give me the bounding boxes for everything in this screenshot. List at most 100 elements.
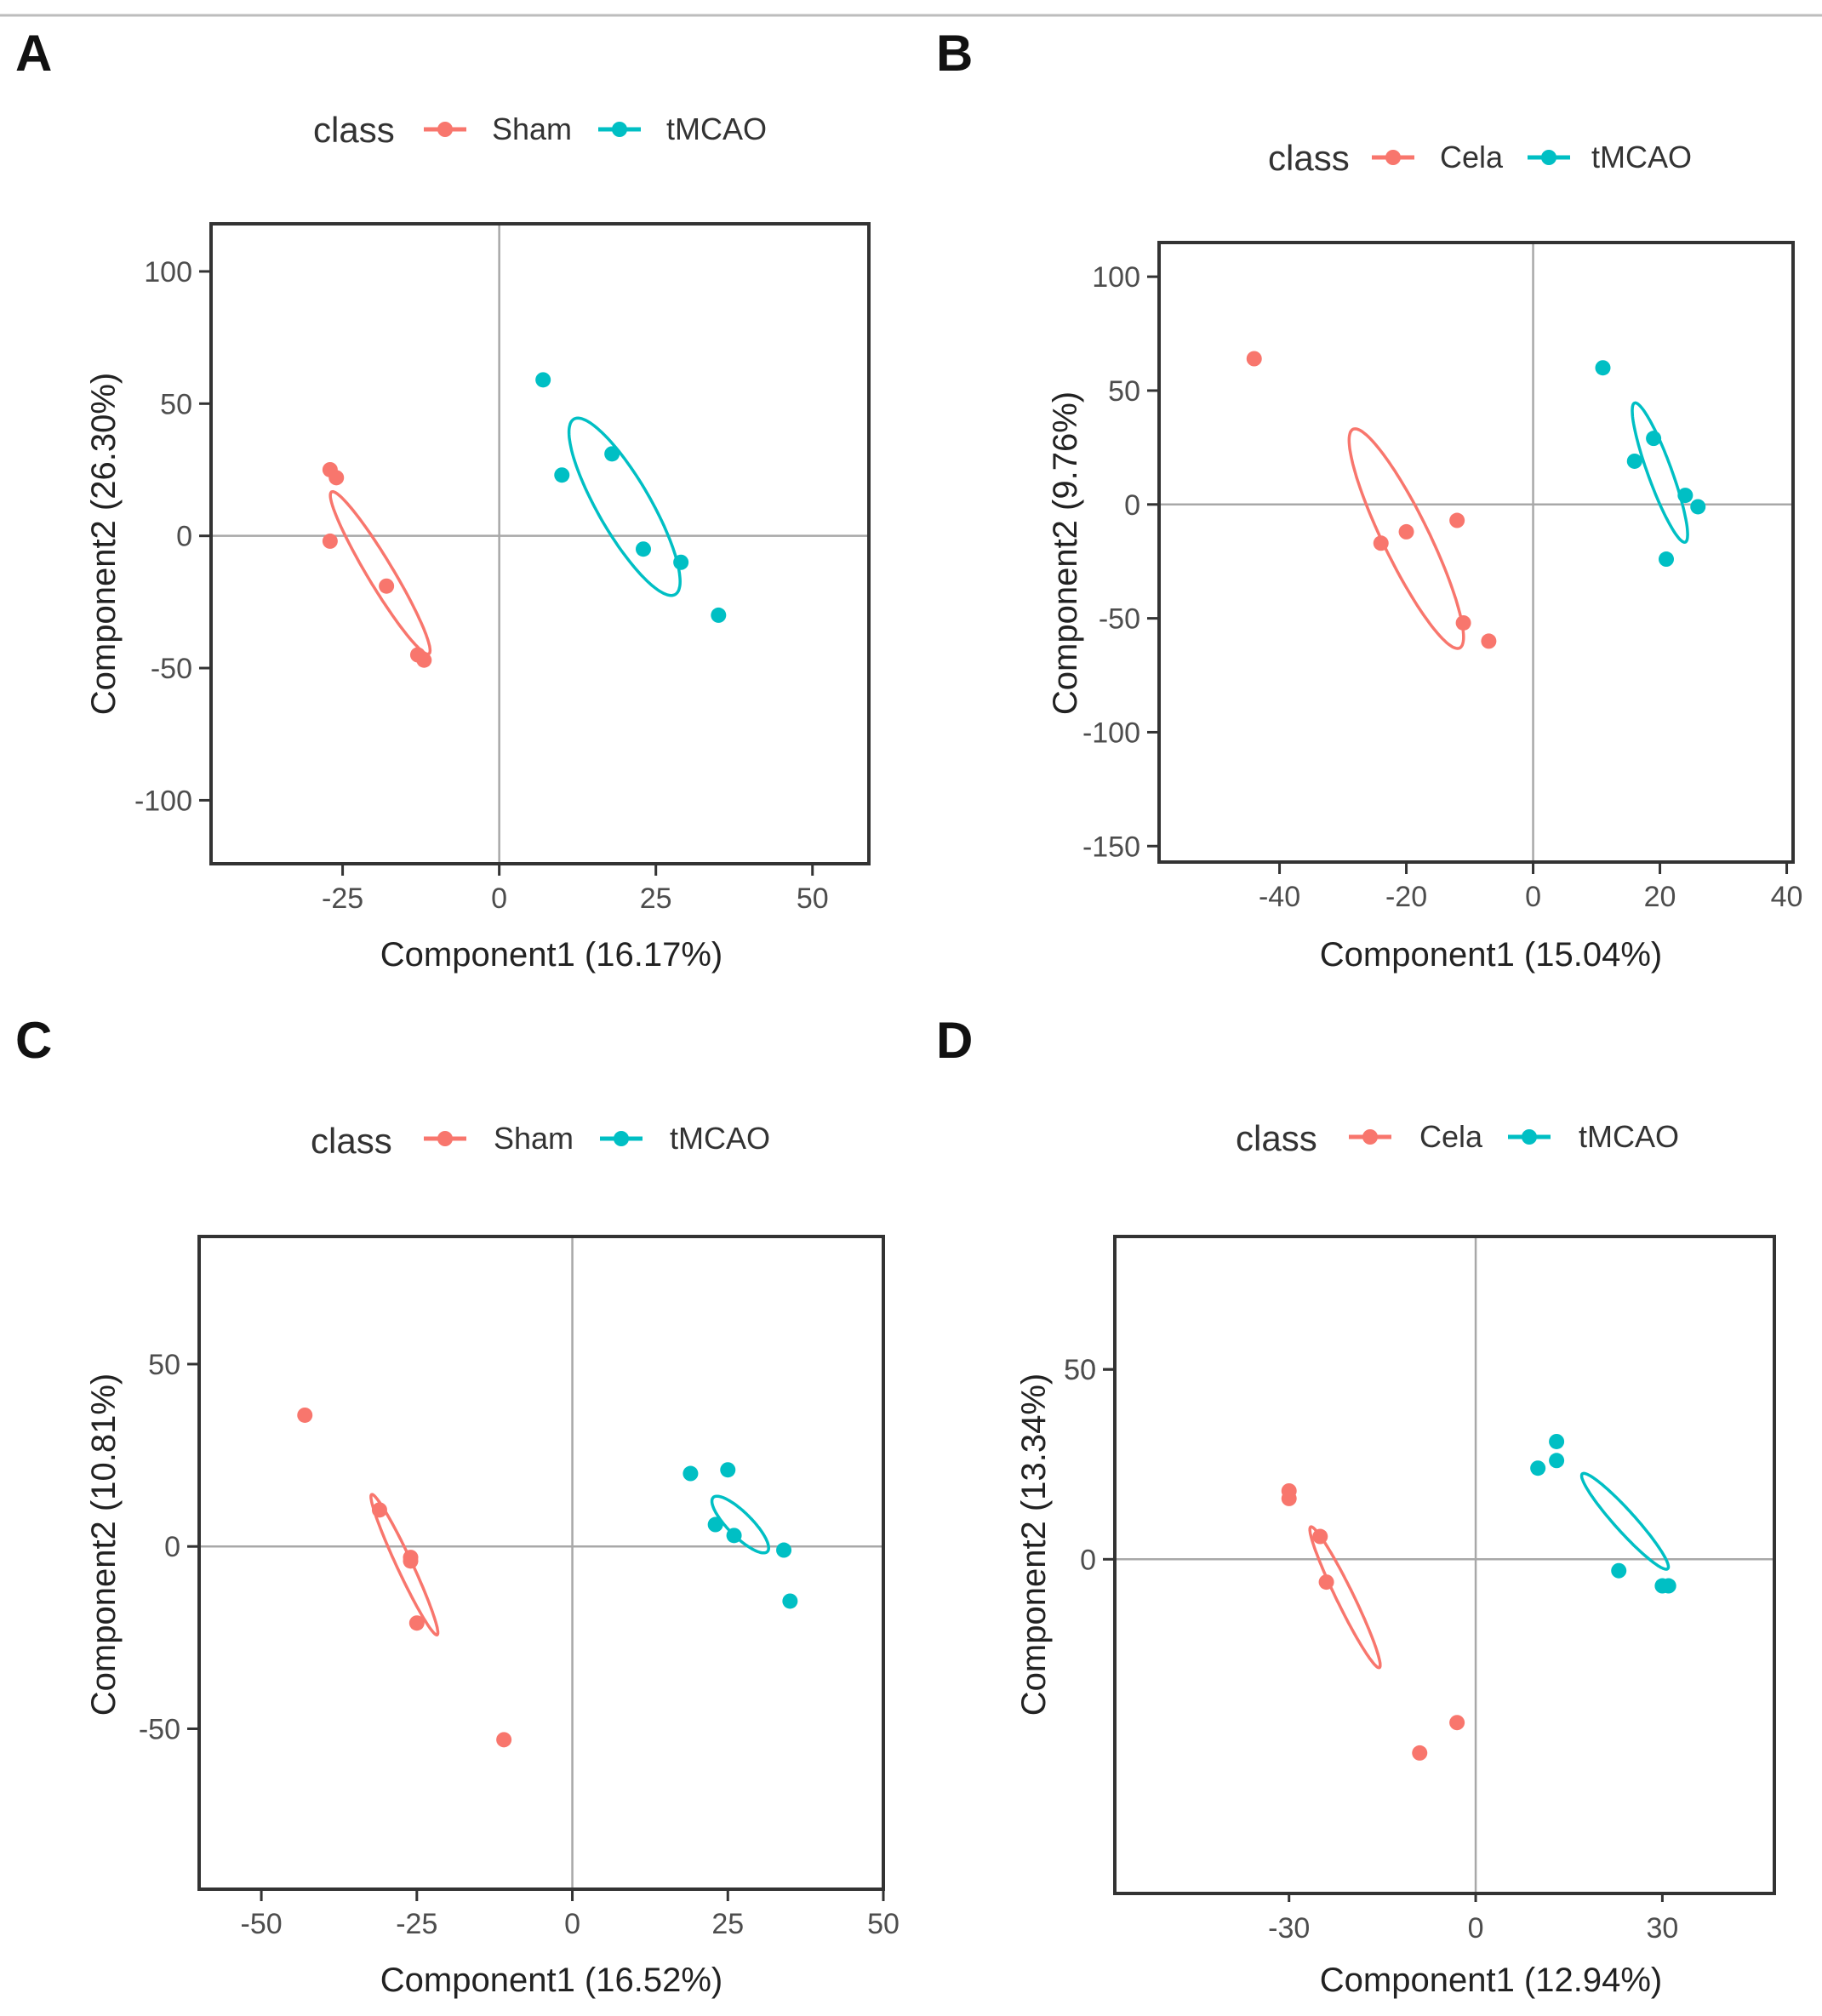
y-tick-label-b-2: 0 xyxy=(1124,489,1140,522)
point-tmcao-b-2 xyxy=(1646,431,1662,447)
y-tick-label-c-2: -50 xyxy=(139,1713,180,1745)
legend-label-c-0: Sham xyxy=(494,1121,574,1156)
y-tick-label-b-1: 50 xyxy=(1108,375,1140,408)
x-tick-label-b-0: -40 xyxy=(1259,881,1300,913)
point-tmcao-a-2 xyxy=(604,446,620,462)
plot-frame-c xyxy=(197,1235,885,1891)
legend-title-a: class xyxy=(313,110,395,150)
point-sham-a-2 xyxy=(322,533,338,549)
legend-key-dot-a-1 xyxy=(612,122,627,137)
legend-a: class Sham tMCAO xyxy=(313,110,767,150)
panel-letter-b: B xyxy=(936,25,973,82)
legend-key-dot-d-0 xyxy=(1362,1129,1378,1145)
panel-letter-a: A xyxy=(15,25,52,82)
point-cela-d-5 xyxy=(1449,1715,1465,1731)
ellipse-tmcao-c xyxy=(710,1494,770,1555)
point-sham-c-5 xyxy=(496,1732,512,1748)
x-tick-label-b-2: 0 xyxy=(1525,881,1541,913)
x-tick-label-a-1: 0 xyxy=(491,882,507,915)
x-axis-label-b: Component1 (15.04%) xyxy=(1320,936,1662,974)
legend-label-b-0: Cela xyxy=(1440,140,1504,174)
point-sham-c-3 xyxy=(403,1553,419,1569)
y-tick-label-b-0: 100 xyxy=(1092,261,1140,294)
point-cela-d-3 xyxy=(1318,1574,1334,1591)
y-tick-label-d-0: 50 xyxy=(1064,1354,1096,1386)
y-tick-label-b-4: -100 xyxy=(1082,717,1140,749)
point-tmcao-a-3 xyxy=(635,541,651,557)
x-tick-label-b-1: -20 xyxy=(1385,881,1427,913)
legend-title-d: class xyxy=(1236,1118,1317,1158)
y-tick-label-a-4: -100 xyxy=(134,785,192,817)
point-tmcao-d-0 xyxy=(1530,1460,1546,1476)
x-tick-label-d-2: 30 xyxy=(1646,1912,1678,1945)
legend-title-c: class xyxy=(311,1121,392,1161)
x-tick-label-b-4: 40 xyxy=(1771,881,1803,913)
legend-label-d-0: Cela xyxy=(1419,1119,1483,1154)
plot-area-b: -40 -20 0 20 40 100 50 0 -50 -100 -150 xyxy=(1082,241,1803,913)
ellipse-tmcao-d xyxy=(1579,1471,1671,1571)
point-cela-d-1 xyxy=(1281,1490,1297,1506)
point-cela-d-2 xyxy=(1312,1528,1328,1545)
point-tmcao-a-1 xyxy=(554,467,570,483)
y-tick-label-a-1: 50 xyxy=(160,388,192,420)
point-tmcao-c-3 xyxy=(726,1528,742,1544)
point-sham-c-1 xyxy=(371,1502,387,1518)
panel-letter-c: C xyxy=(15,1012,52,1069)
ellipse-cela-b xyxy=(1347,427,1465,650)
legend-label-b-1: tMCAO xyxy=(1591,140,1692,174)
y-tick-label-a-0: 100 xyxy=(144,256,192,288)
point-tmcao-b-0 xyxy=(1595,360,1611,376)
legend-key-dot-b-1 xyxy=(1541,150,1556,165)
legend-title-b: class xyxy=(1268,138,1350,178)
x-tick-label-c-3: 25 xyxy=(711,1908,744,1940)
x-tick-label-d-1: 0 xyxy=(1468,1912,1484,1945)
x-tick-label-a-3: 50 xyxy=(797,882,829,915)
x-tick-label-c-4: 50 xyxy=(867,1908,900,1940)
x-axis-label-c: Component1 (16.52%) xyxy=(380,1962,723,1999)
point-cela-b-3 xyxy=(1449,512,1465,528)
panel-letter-d: D xyxy=(936,1012,973,1069)
legend-d: class Cela tMCAO xyxy=(1236,1118,1679,1158)
point-tmcao-b-1 xyxy=(1626,453,1642,469)
panel-b: B class Cela tMCAO -40 -20 0 20 40100500-50-… xyxy=(936,25,1802,974)
x-axis-label-d: Component1 (12.94%) xyxy=(1320,1962,1662,1999)
y-tick-label-a-3: -50 xyxy=(151,653,192,685)
x-tick-label-a-2: 25 xyxy=(640,882,672,915)
panel-a: A class Sham tMCAO -25 0 25 50 100 50 0 -50 -100… xyxy=(15,25,871,974)
y-tick-label-b-5: -150 xyxy=(1082,831,1140,863)
x-tick-label-a-0: -25 xyxy=(322,882,363,915)
point-cela-b-4 xyxy=(1455,614,1471,631)
plot-frame-b xyxy=(1157,241,1795,864)
plot-frame-a xyxy=(209,222,871,865)
point-tmcao-b-4 xyxy=(1690,499,1706,515)
point-cela-b-2 xyxy=(1398,523,1414,540)
y-axis-label-a: Component2 (26.30%) xyxy=(85,373,123,715)
point-cela-b-1 xyxy=(1373,535,1389,551)
point-sham-c-0 xyxy=(297,1407,313,1423)
point-cela-b-0 xyxy=(1246,351,1262,367)
y-tick-label-a-2: 0 xyxy=(176,521,192,553)
legend-b: class Cela tMCAO xyxy=(1268,138,1692,178)
point-tmcao-a-0 xyxy=(535,372,551,388)
point-tmcao-d-1 xyxy=(1549,1433,1565,1449)
x-axis-label-a: Component1 (16.17%) xyxy=(380,936,723,974)
y-tick-label-b-3: -50 xyxy=(1099,603,1140,636)
legend-key-dot-b-0 xyxy=(1385,150,1401,165)
ellipse-tmcao-a xyxy=(567,416,682,597)
point-tmcao-a-5 xyxy=(711,607,727,623)
point-tmcao-b-3 xyxy=(1677,488,1693,504)
legend-label-a-0: Sham xyxy=(492,111,572,146)
point-tmcao-c-1 xyxy=(720,1462,736,1478)
y-axis-label-c: Component2 (10.81%) xyxy=(85,1374,123,1716)
point-sham-a-5 xyxy=(416,652,432,668)
point-cela-d-4 xyxy=(1412,1745,1428,1761)
ellipse-sham-c xyxy=(369,1493,440,1636)
point-tmcao-a-4 xyxy=(673,554,689,570)
plot-area-c: -50 -25 0 25 50 50 0 -50 xyxy=(139,1235,900,1940)
point-tmcao-d-3 xyxy=(1611,1562,1627,1579)
ellipse-tmcao-b xyxy=(1631,401,1689,544)
y-tick-label-c-0: 50 xyxy=(148,1349,180,1381)
legend-label-a-1: tMCAO xyxy=(666,111,767,146)
